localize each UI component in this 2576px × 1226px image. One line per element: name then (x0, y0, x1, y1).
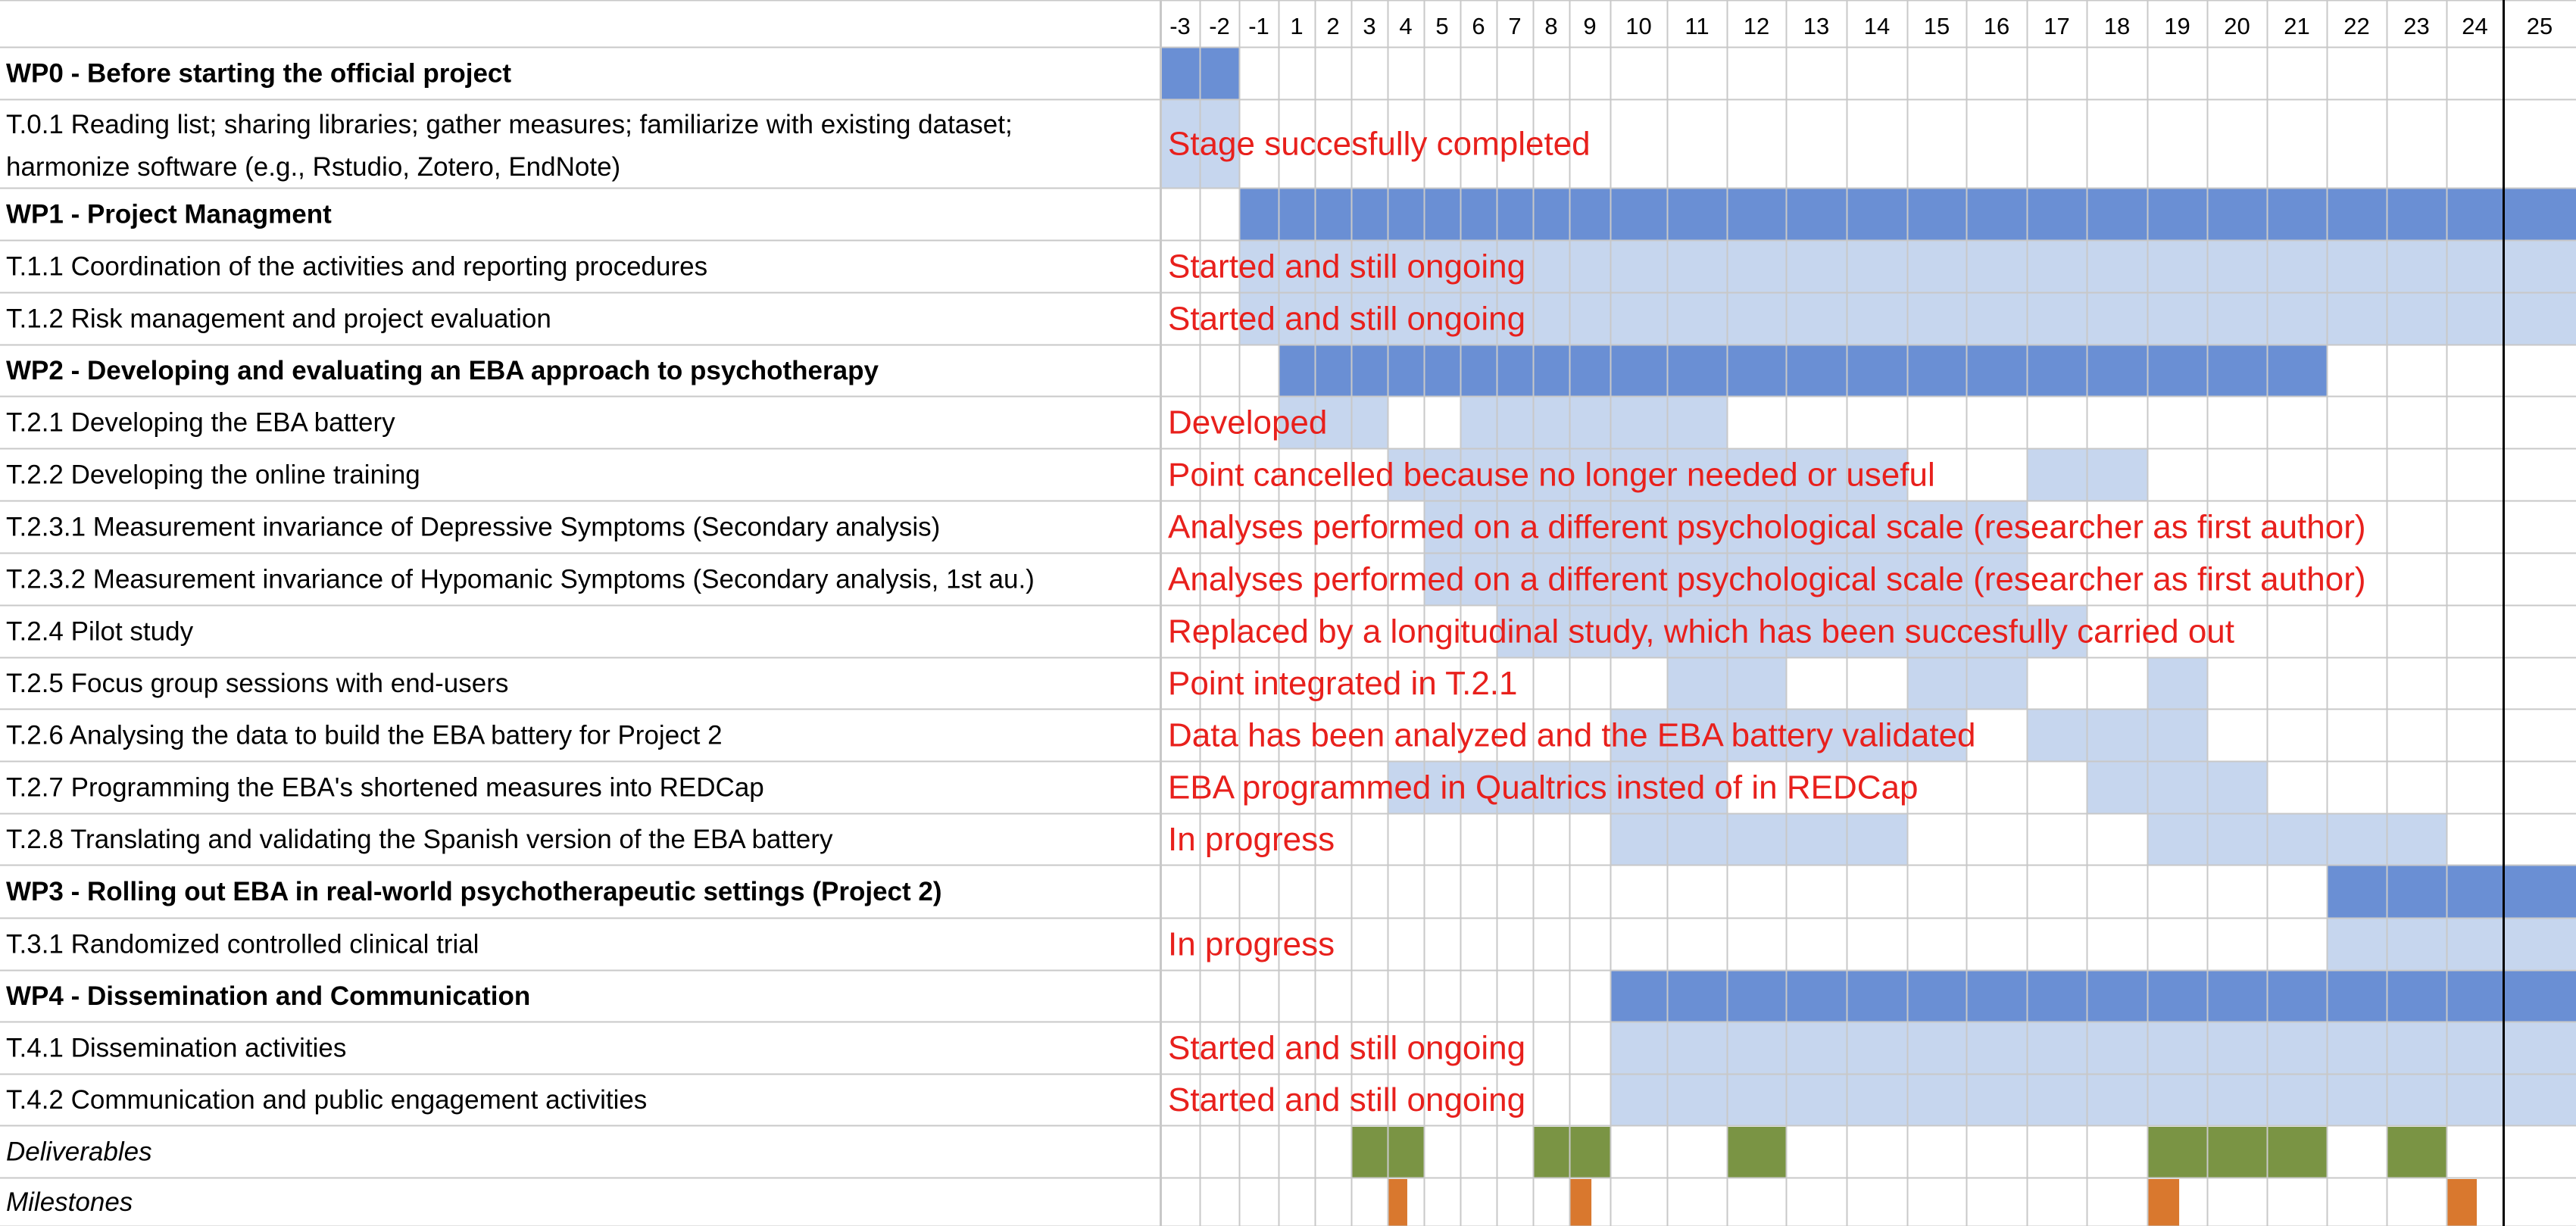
status-note: Started and still ongoing (1168, 248, 1525, 285)
milestone-bar (1388, 1179, 1407, 1226)
deliverable-label: Deliverables (6, 1137, 152, 1167)
wp-bar (1279, 345, 2327, 396)
month-label: -1 (1248, 13, 1269, 39)
wp-bar (2327, 865, 2576, 918)
task-bar (2327, 918, 2576, 970)
milestone-bar (2147, 1179, 2180, 1226)
task-label: T.2.4 Pilot study (6, 617, 194, 647)
task-label: T.2.7 Programming the EBA's shortened me… (6, 773, 764, 803)
month-label: 12 (1744, 13, 1769, 39)
status-note: In progress (1168, 821, 1335, 858)
month-label: 10 (1625, 13, 1651, 39)
task-label: T.2.6 Analysing the data to build the EB… (6, 721, 723, 750)
task-label: T.4.1 Dissemination activities (6, 1034, 346, 1063)
task-bar (2147, 657, 2207, 709)
month-label: 24 (2462, 13, 2487, 39)
milestone-label: Milestones (6, 1187, 133, 1217)
status-note: Stage succesfully completed (1168, 126, 1591, 163)
task-label-line: T.0.1 Reading list; sharing libraries; g… (6, 110, 1013, 139)
deliverable-bar (1727, 1127, 1786, 1178)
month-header: -3 -2 -1 1 2 3 4 5 6 7 8 9 10 11 12 13 14 15 16 17 18 19 20 21 2… (1169, 13, 2553, 39)
task-label-line: harmonize software (e.g., Rstudio, Zoter… (6, 152, 620, 182)
status-note: Developed (1168, 404, 1327, 441)
task-labels: WP0 - Before starting the official proje… (6, 59, 1035, 1218)
work-package-label: WP0 - Before starting the official proje… (6, 59, 511, 89)
task-bar (1424, 553, 2027, 605)
deliverable-bar (2387, 1127, 2446, 1178)
month-label: 5 (1435, 13, 1448, 39)
work-package-label: WP2 - Developing and evaluating an EBA a… (6, 356, 879, 385)
status-note: Data has been analyzed and the EBA batte… (1168, 717, 1976, 754)
month-label: 4 (1399, 13, 1412, 39)
task-label: T.4.2 Communication and public engagemen… (6, 1085, 647, 1115)
month-label: 8 (1544, 13, 1557, 39)
task-bar (1460, 396, 1727, 448)
month-label: 1 (1290, 13, 1303, 39)
task-bar (1388, 448, 1907, 501)
month-label: 16 (1984, 13, 2009, 39)
month-label: 6 (1472, 13, 1485, 39)
status-note: EBA programmed in Qualtrics insted of in… (1168, 769, 1918, 806)
task-bar (1610, 1022, 2576, 1074)
status-note: Analyses performed on a different psycho… (1168, 561, 2366, 598)
month-label: 14 (1864, 13, 1890, 39)
task-label: T.2.3.1 Measurement invariance of Depres… (6, 513, 940, 542)
status-note: Analyses performed on a different psycho… (1168, 509, 2366, 546)
task-label: T.3.1 Randomized controlled clinical tri… (6, 930, 479, 959)
month-label: 19 (2164, 13, 2190, 39)
milestone-bar (2446, 1179, 2477, 1226)
task-label: T.2.2 Developing the online training (6, 460, 420, 490)
status-note: Started and still ongoing (1168, 301, 1525, 338)
deliverable-bar (2147, 1127, 2327, 1178)
task-bar (2027, 709, 2207, 761)
month-label: 22 (2343, 13, 2369, 39)
month-label: 21 (2284, 13, 2309, 39)
month-label: 23 (2403, 13, 2429, 39)
task-bar (2147, 813, 2446, 865)
status-notes: Stage succesfully completed Started and s… (1168, 126, 2366, 1119)
status-note: Replaced by a longitudinal study, which … (1168, 613, 2234, 650)
task-bar (1497, 605, 2087, 657)
task-label: T.2.5 Focus group sessions with end-user… (6, 669, 508, 698)
month-label: -3 (1169, 13, 1191, 39)
month-label: 7 (1508, 13, 1521, 39)
status-note: Point integrated in T.2.1 (1168, 665, 1518, 702)
work-package-label: WP1 - Project Managment (6, 200, 332, 229)
month-label: 11 (1685, 13, 1709, 39)
task-label: T.2.3.2 Measurement invariance of Hypoma… (6, 565, 1035, 594)
month-label: -2 (1209, 13, 1230, 39)
work-package-label: WP3 - Rolling out EBA in real-world psyc… (6, 877, 942, 906)
month-label: 25 (2527, 13, 2553, 39)
task-bar (1388, 761, 1727, 813)
status-note: Started and still ongoing (1168, 1081, 1525, 1118)
month-label: 18 (2104, 13, 2130, 39)
status-note: Point cancelled because no longer needed… (1168, 457, 1935, 494)
month-label: 9 (1583, 13, 1596, 39)
month-label: 13 (1803, 13, 1829, 39)
status-note: Started and still ongoing (1168, 1030, 1525, 1067)
month-label: 20 (2224, 13, 2250, 39)
wp-bar (1610, 970, 2576, 1022)
milestone-bar (1569, 1179, 1592, 1226)
month-label: 2 (1326, 13, 1339, 39)
task-bar (1279, 396, 1388, 448)
task-label: T.1.2 Risk management and project evalua… (6, 304, 551, 334)
task-bar (1610, 813, 1907, 865)
task-bar (1610, 1074, 2576, 1125)
task-bar (1424, 501, 2027, 553)
deliverable-bar (1533, 1127, 1610, 1178)
task-label: T.2.8 Translating and validating the Spa… (6, 825, 833, 854)
work-package-label: WP4 - Dissemination and Communication (6, 981, 530, 1011)
task-label: T.1.1 Coordination of the activities and… (6, 252, 707, 282)
month-label: 15 (1924, 13, 1950, 39)
month-label: 3 (1363, 13, 1375, 39)
task-label: T.2.1 Developing the EBA battery (6, 408, 395, 438)
task-bar (2087, 761, 2267, 813)
status-note: In progress (1168, 926, 1335, 963)
month-label: 17 (2044, 13, 2069, 39)
